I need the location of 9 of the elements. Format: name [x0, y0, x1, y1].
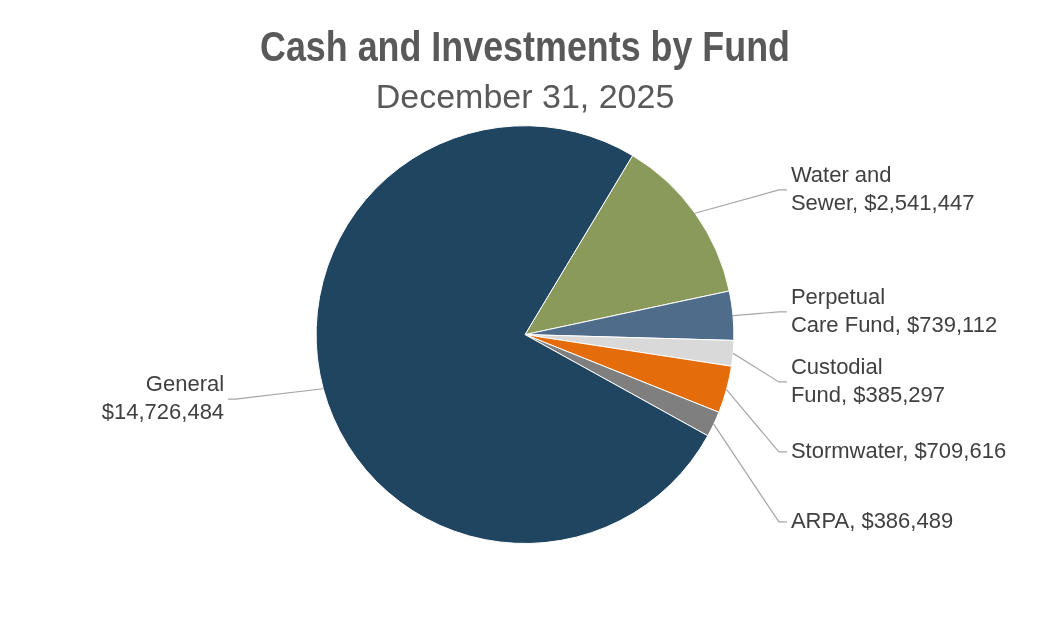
- chart-subtitle: December 31, 2025: [375, 77, 675, 116]
- slice-label: Perpetual Care Fund, $739,112: [790, 283, 998, 337]
- slice-label: Custodial Fund, $385,297: [790, 353, 946, 407]
- data-label: $14,726,484: [101, 399, 225, 425]
- slice-label: ARPA, $386,489: [790, 507, 954, 533]
- slice-label: Water and Sewer, $2,541,447: [790, 162, 975, 216]
- slice-label: General: [145, 371, 225, 397]
- slice-label: Stormwater, $709,616: [790, 437, 1007, 463]
- chart-title: Cash and Investments by Fund: [260, 23, 790, 70]
